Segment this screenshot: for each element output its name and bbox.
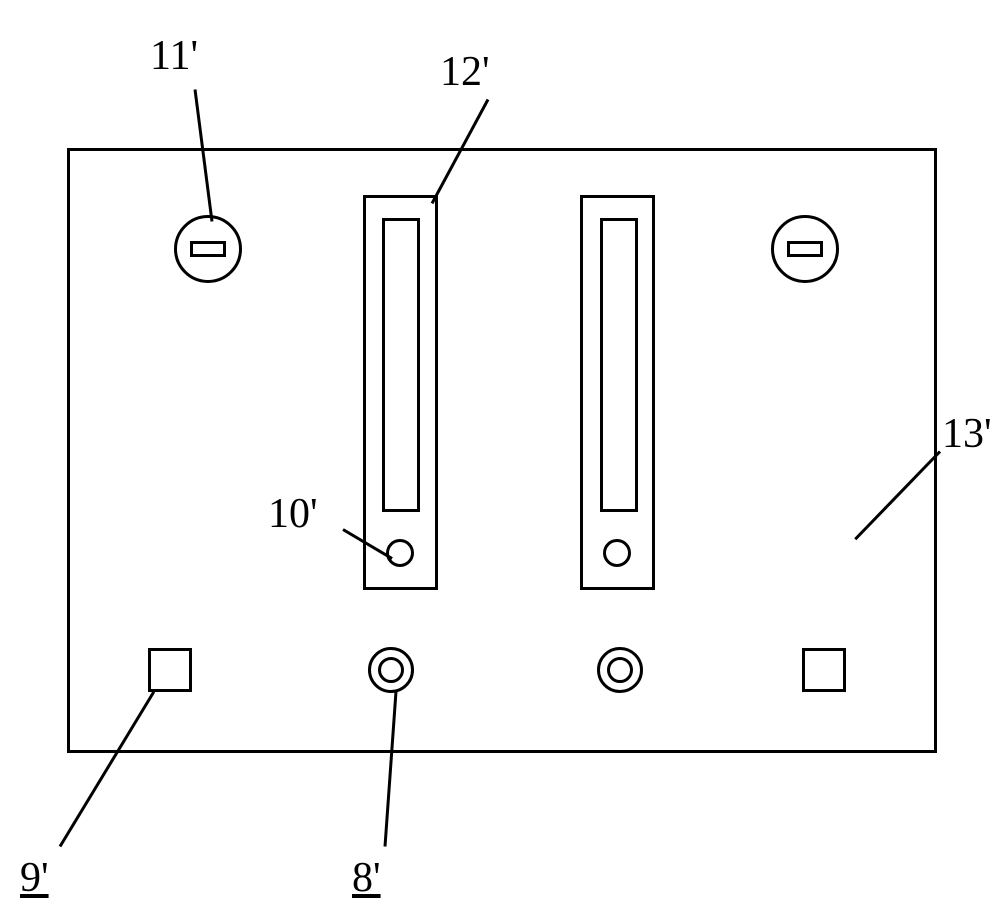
screw-left-11 bbox=[174, 215, 242, 283]
label-8: 8' bbox=[352, 854, 381, 902]
label-10: 10' bbox=[268, 490, 318, 538]
screw-slot bbox=[190, 241, 226, 257]
label-9: 9' bbox=[20, 854, 49, 902]
slot-inner-right bbox=[600, 218, 638, 512]
slot-inner-left bbox=[382, 218, 420, 512]
round-inner bbox=[607, 657, 633, 683]
square-right bbox=[802, 648, 846, 692]
label-13: 13' bbox=[942, 410, 992, 458]
square-left-9 bbox=[148, 648, 192, 692]
round-right bbox=[597, 647, 643, 693]
screw-right bbox=[771, 215, 839, 283]
round-left-8 bbox=[368, 647, 414, 693]
label-12: 12' bbox=[440, 48, 490, 96]
label-11: 11' bbox=[150, 32, 198, 80]
slot-circle-left-10 bbox=[386, 539, 414, 567]
slot-circle-right bbox=[603, 539, 631, 567]
round-inner bbox=[378, 657, 404, 683]
screw-slot bbox=[787, 241, 823, 257]
